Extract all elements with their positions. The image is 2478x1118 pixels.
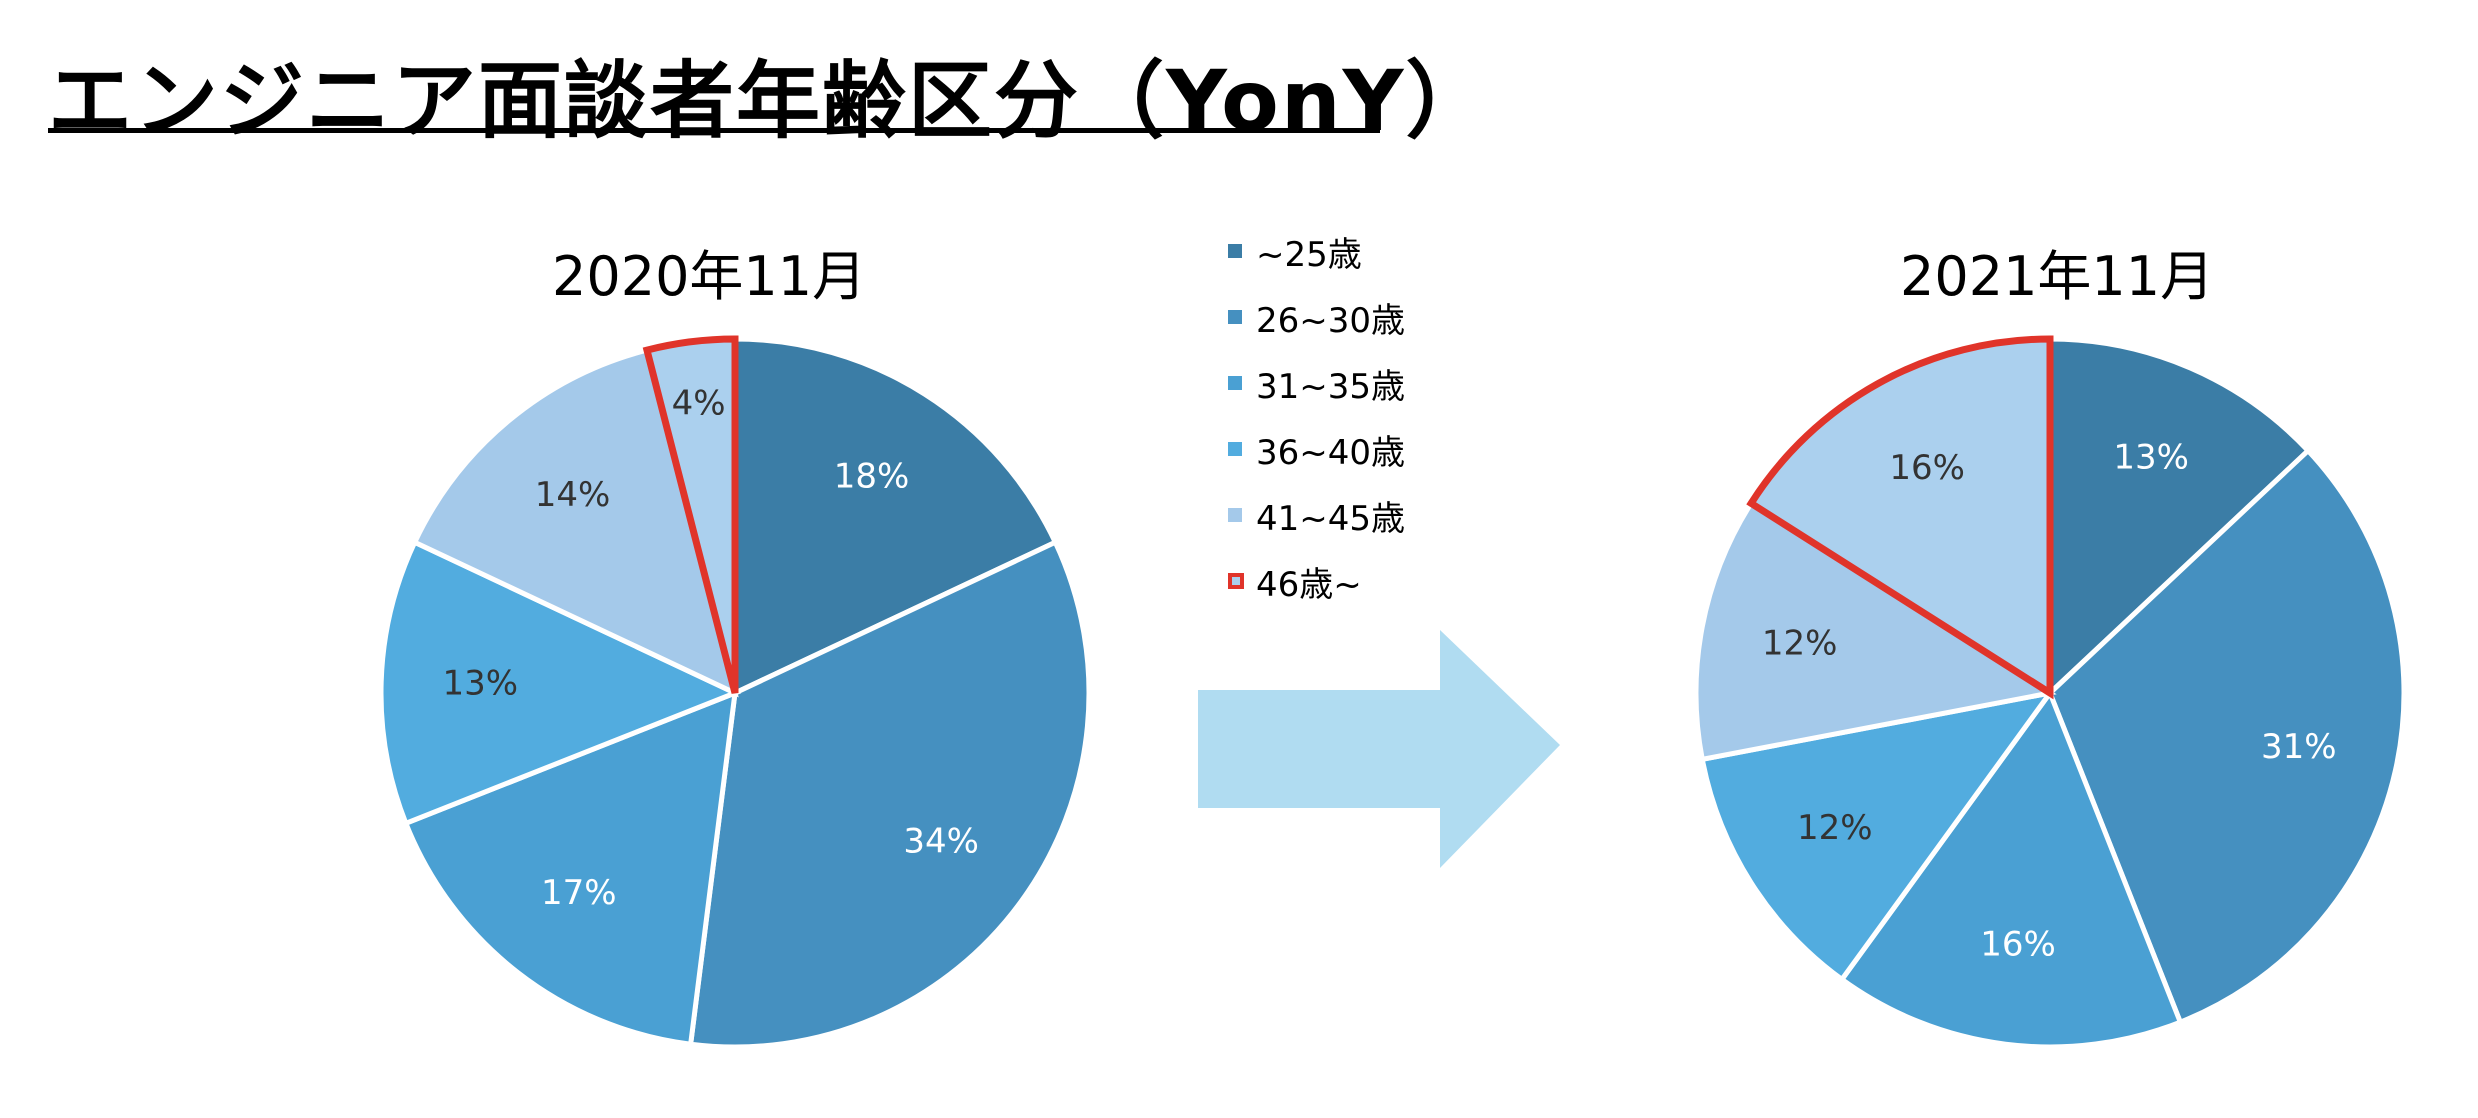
pie-chart-2020: 18% 34% 17% 13% 14% 4% <box>378 335 1092 1050</box>
legend-label: 46歳~ <box>1256 564 1362 605</box>
legend-item: ~25歳 <box>1228 218 1405 284</box>
legend-label: 26~30歳 <box>1256 300 1406 341</box>
legend-swatch <box>1228 442 1242 456</box>
chart-title-2021: 2021年11月 <box>1900 245 2215 308</box>
data-label: 12% <box>1762 624 1838 664</box>
legend-item: 26~30歳 <box>1228 284 1405 350</box>
legend-label: 36~40歳 <box>1256 432 1406 473</box>
pie-slice <box>732 336 1059 697</box>
page-title: エンジニア面談者年齢区分（YonY） <box>48 52 1492 150</box>
pie-slice <box>402 689 739 1048</box>
data-label: 17% <box>541 873 617 913</box>
legend-swatch <box>1228 508 1242 522</box>
legend-label: 31~35歳 <box>1256 366 1406 407</box>
legend-swatch <box>1228 310 1242 324</box>
highlight-outline <box>642 335 739 694</box>
data-label: 34% <box>903 821 979 861</box>
legend: ~25歳 26~30歳 31~35歳 36~40歳 41~45歳 46歳~ <box>1228 218 1405 614</box>
pie-slice <box>1699 689 2056 983</box>
legend-item: 36~40歳 <box>1228 416 1405 482</box>
legend-swatch <box>1228 244 1242 258</box>
data-label: 13% <box>2113 438 2189 478</box>
legend-label: 41~45歳 <box>1256 498 1406 539</box>
chart-title-2020: 2020年11月 <box>552 245 867 308</box>
data-label: 31% <box>2261 727 2337 767</box>
legend-item: 31~35歳 <box>1228 350 1405 416</box>
data-label: 12% <box>1797 808 1873 848</box>
legend-swatch <box>1228 573 1244 589</box>
pie-slice <box>1693 499 2057 763</box>
data-label: 13% <box>442 663 518 703</box>
data-label: 4% <box>672 384 726 424</box>
legend-item: 46歳~ <box>1228 548 1405 614</box>
data-label: 16% <box>1980 924 2056 964</box>
title-underline <box>48 128 1380 133</box>
data-label: 18% <box>834 456 910 496</box>
pie-slice <box>378 538 742 827</box>
pie-chart-2021: 13% 31% 16% 12% 12% 16% <box>1693 335 2407 1050</box>
pie-slice <box>411 347 739 698</box>
legend-label: ~25歳 <box>1256 234 1362 275</box>
pie-slice <box>687 538 1092 1050</box>
pie-slice <box>2047 447 2407 1026</box>
arrow-right-icon <box>1198 630 1560 868</box>
legend-swatch <box>1228 376 1242 390</box>
pie-slice <box>1838 687 2184 1050</box>
data-label: 16% <box>1889 448 1965 488</box>
pie-slice <box>2047 336 2312 699</box>
legend-item: 41~45歳 <box>1228 482 1405 548</box>
data-label: 14% <box>535 475 611 515</box>
highlight-outline <box>1746 335 2054 700</box>
